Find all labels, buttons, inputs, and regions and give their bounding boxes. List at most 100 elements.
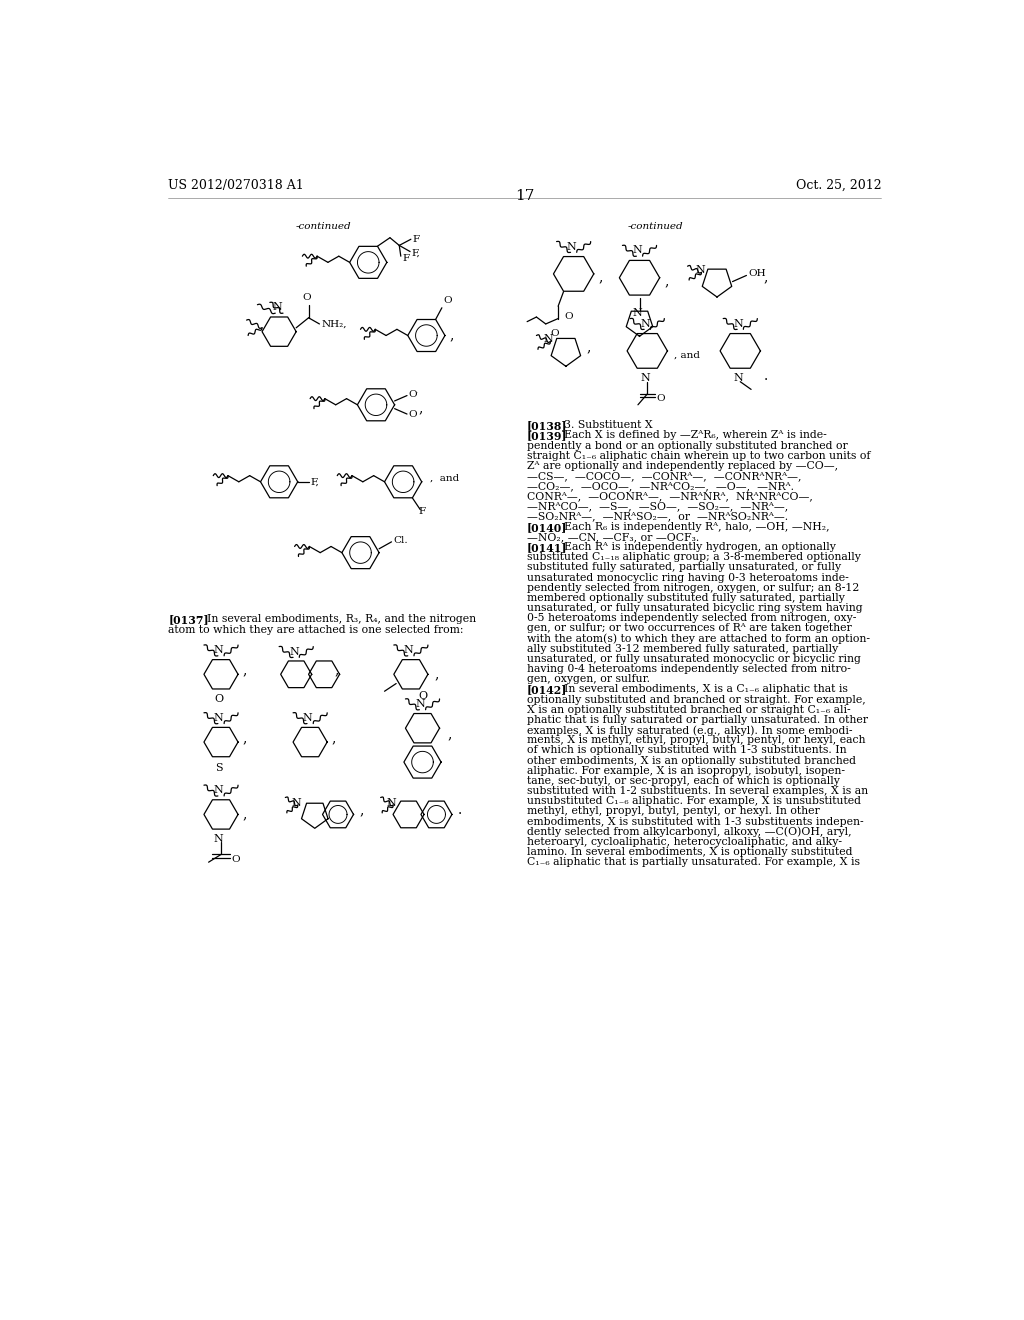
Text: NH₂,: NH₂, <box>322 319 347 329</box>
Text: with the atom(s) to which they are attached to form an option-: with the atom(s) to which they are attac… <box>527 634 870 644</box>
Text: embodiments, X is substituted with 1-3 substituents indepen-: embodiments, X is substituted with 1-3 s… <box>527 817 864 826</box>
Text: F,: F, <box>310 478 318 486</box>
Text: substituted fully saturated, partially unsaturated, or fully: substituted fully saturated, partially u… <box>527 562 842 573</box>
Text: tane, sec-butyl, or sec-propyl, each of which is optionally: tane, sec-butyl, or sec-propyl, each of … <box>527 776 840 785</box>
Text: heteroaryl, cycloaliphatic, heterocycloaliphatic, and alky-: heteroaryl, cycloaliphatic, heterocycloa… <box>527 837 842 847</box>
Text: [0142]: [0142] <box>527 685 567 696</box>
Text: ,: , <box>359 804 365 817</box>
Text: F: F <box>413 235 420 244</box>
Text: N: N <box>640 374 650 383</box>
Text: N: N <box>403 645 414 655</box>
Text: membered optionally substituted fully saturated, partially: membered optionally substituted fully sa… <box>527 593 845 603</box>
Text: ally substituted 3-12 membered fully saturated, partially: ally substituted 3-12 membered fully sat… <box>527 644 839 653</box>
Text: aliphatic. For example, X is an isopropyl, isobutyl, isopen-: aliphatic. For example, X is an isopropy… <box>527 766 845 776</box>
Text: methyl, ethyl, propyl, butyl, pentyl, or hexyl. In other: methyl, ethyl, propyl, butyl, pentyl, or… <box>527 807 820 817</box>
Text: , and: , and <box>675 350 700 359</box>
Text: N: N <box>214 834 223 845</box>
Text: F: F <box>402 253 410 263</box>
Text: ,: , <box>598 271 603 285</box>
Text: ,: , <box>450 329 454 342</box>
Text: ,  and: , and <box>430 474 460 482</box>
Text: [0139]: [0139] <box>527 430 567 441</box>
Text: substituted C₁₋₁₈ aliphatic group; a 3-8-membered optionally: substituted C₁₋₁₈ aliphatic group; a 3-8… <box>527 552 861 562</box>
Text: O: O <box>214 694 223 705</box>
Text: pendently a bond or an optionally substituted branched or: pendently a bond or an optionally substi… <box>527 441 848 450</box>
Text: optionally substituted and branched or straight. For example,: optionally substituted and branched or s… <box>527 694 866 705</box>
Text: N: N <box>289 647 299 656</box>
Text: F,: F, <box>412 248 421 257</box>
Text: N: N <box>640 318 650 329</box>
Text: unsubstituted C₁₋₆ aliphatic. For example, X is unsubstituted: unsubstituted C₁₋₆ aliphatic. For exampl… <box>527 796 861 807</box>
Text: O: O <box>409 389 417 399</box>
Text: In several embodiments, R₃, R₄, and the nitrogen: In several embodiments, R₃, R₄, and the … <box>207 614 476 624</box>
Text: ,: , <box>243 731 247 744</box>
Text: gen, or sulfur; or two occurrences of Rᴬ are taken together: gen, or sulfur; or two occurrences of Rᴬ… <box>527 623 852 634</box>
Text: ,: , <box>764 271 768 285</box>
Text: .: . <box>417 391 418 395</box>
Text: having 0-4 heteroatoms independently selected from nitro-: having 0-4 heteroatoms independently sel… <box>527 664 851 675</box>
Text: [0140]: [0140] <box>527 521 567 533</box>
Text: Cl.: Cl. <box>393 536 408 545</box>
Text: US 2012/0270318 A1: US 2012/0270318 A1 <box>168 180 304 193</box>
Text: O: O <box>302 293 310 302</box>
Text: N: N <box>632 308 642 318</box>
Text: 3. Substituent X: 3. Substituent X <box>564 420 653 430</box>
Text: ,: , <box>335 664 339 677</box>
Text: ,: , <box>586 341 591 354</box>
Text: O: O <box>231 854 241 863</box>
Text: ,: , <box>243 808 247 821</box>
Text: ,: , <box>419 401 423 416</box>
Text: N: N <box>272 302 283 313</box>
Text: ,: , <box>447 727 452 742</box>
Text: N: N <box>416 700 425 709</box>
Text: N: N <box>214 713 223 723</box>
Text: examples, X is fully saturated (e.g., alkyl). In some embodi-: examples, X is fully saturated (e.g., al… <box>527 725 853 735</box>
Text: gen, oxygen, or sulfur.: gen, oxygen, or sulfur. <box>527 675 650 684</box>
Text: ,: , <box>434 667 438 681</box>
Text: —CS—,  —COCO—,  —CONRᴬ—,  —CONRᴬNRᴬ—,: —CS—, —COCO—, —CONRᴬ—, —CONRᴬNRᴬ—, <box>527 471 802 480</box>
Text: -continued: -continued <box>627 222 683 231</box>
Text: —SO₂NRᴬ—,  —NRᴬSO₂—,  or  —NRᴬSO₂NRᴬ—.: —SO₂NRᴬ—, —NRᴬSO₂—, or —NRᴬSO₂NRᴬ—. <box>527 512 788 521</box>
Text: ,: , <box>665 275 669 289</box>
Text: N: N <box>214 645 223 655</box>
Text: N: N <box>566 242 577 252</box>
Text: ,: , <box>332 731 336 744</box>
Text: [0141]: [0141] <box>527 543 567 553</box>
Text: unsaturated, or fully unsaturated bicyclic ring system having: unsaturated, or fully unsaturated bicycl… <box>527 603 863 614</box>
Text: [0138]: [0138] <box>527 420 567 432</box>
Text: other embodiments, X is an optionally substituted branched: other embodiments, X is an optionally su… <box>527 755 856 766</box>
Text: N: N <box>291 797 301 808</box>
Text: Each X is defined by —ZᴬR₆, wherein Zᴬ is inde-: Each X is defined by —ZᴬR₆, wherein Zᴬ i… <box>564 430 827 441</box>
Text: Each R₆ is independently Rᴬ, halo, —OH, —NH₂,: Each R₆ is independently Rᴬ, halo, —OH, … <box>564 521 829 532</box>
Text: O: O <box>656 395 666 403</box>
Text: N: N <box>632 246 642 256</box>
Text: atom to which they are attached is one selected from:: atom to which they are attached is one s… <box>168 626 464 635</box>
Text: N: N <box>214 785 223 795</box>
Text: .: . <box>764 370 768 383</box>
Text: ,: , <box>243 664 247 677</box>
Text: .: . <box>458 804 463 817</box>
Text: 17: 17 <box>515 189 535 203</box>
Text: unsaturated, or fully unsaturated monocyclic or bicyclic ring: unsaturated, or fully unsaturated monocy… <box>527 653 861 664</box>
Text: O: O <box>564 312 573 321</box>
Text: X is an optionally substituted branched or straight C₁₋₆ ali-: X is an optionally substituted branched … <box>527 705 851 715</box>
Text: —CO₂—,  —OCO—,  —NRᴬCO₂—,  —O—,  —NRᴬ.: —CO₂—, —OCO—, —NRᴬCO₂—, —O—, —NRᴬ. <box>527 482 795 491</box>
Text: —NO₂, —CN, —CF₃, or —OCF₃.: —NO₂, —CN, —CF₃, or —OCF₃. <box>527 532 699 543</box>
Text: CONRᴬ—,  —OCONRᴬ—,  —NRᴬNRᴬ,  NRᴬNRᴬCO—,: CONRᴬ—, —OCONRᴬ—, —NRᴬNRᴬ, NRᴬNRᴬCO—, <box>527 491 813 502</box>
Text: 0-5 heteroatoms independently selected from nitrogen, oxy-: 0-5 heteroatoms independently selected f… <box>527 614 856 623</box>
Text: N: N <box>733 374 742 383</box>
Text: [0137]: [0137] <box>168 614 209 626</box>
Text: O: O <box>550 330 559 338</box>
Text: substituted with 1-2 substituents. In several examples, X is an: substituted with 1-2 substituents. In se… <box>527 787 868 796</box>
Text: dently selected from alkylcarbonyl, alkoxy, —C(O)OH, aryl,: dently selected from alkylcarbonyl, alko… <box>527 826 852 837</box>
Text: Each Rᴬ is independently hydrogen, an optionally: Each Rᴬ is independently hydrogen, an op… <box>564 543 837 552</box>
Text: —NRᴬCO—,  —S—,  —SO—,  —SO₂—,  —NRᴬ—,: —NRᴬCO—, —S—, —SO—, —SO₂—, —NRᴬ—, <box>527 502 788 512</box>
Text: pendently selected from nitrogen, oxygen, or sulfur; an 8-12: pendently selected from nitrogen, oxygen… <box>527 583 859 593</box>
Text: N: N <box>733 318 742 329</box>
Text: O: O <box>418 692 427 701</box>
Text: lamino. In several embodiments, X is optionally substituted: lamino. In several embodiments, X is opt… <box>527 847 853 857</box>
Text: straight C₁₋₆ aliphatic chain wherein up to two carbon units of: straight C₁₋₆ aliphatic chain wherein up… <box>527 450 870 461</box>
Text: N: N <box>387 797 396 808</box>
Text: N: N <box>544 334 554 345</box>
Text: Oct. 25, 2012: Oct. 25, 2012 <box>796 180 882 193</box>
